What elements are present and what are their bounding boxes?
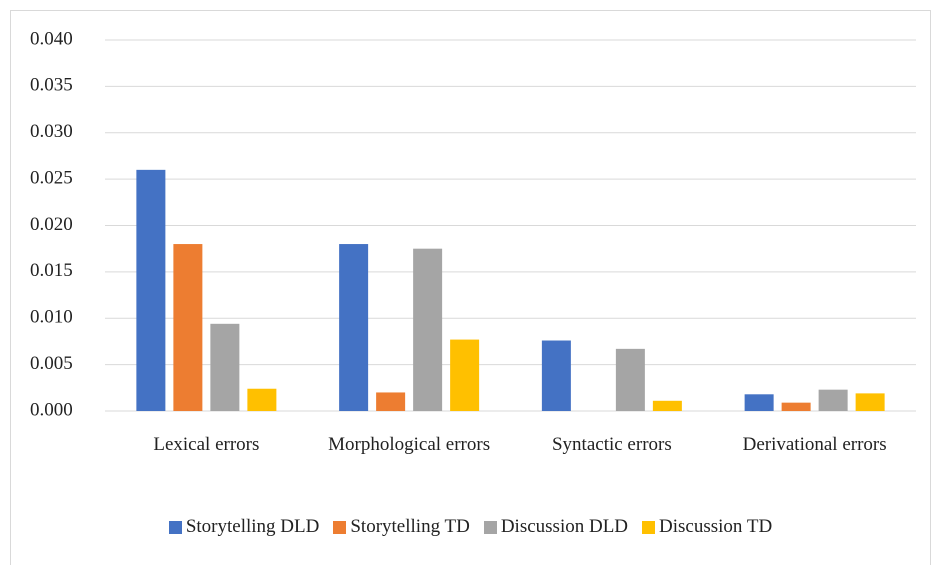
bar xyxy=(781,402,811,411)
bar xyxy=(615,348,645,411)
bar xyxy=(136,169,166,411)
legend-swatch xyxy=(642,520,656,534)
x-tick-label: Derivational errors xyxy=(742,434,887,455)
bar xyxy=(210,323,240,411)
legend-swatch xyxy=(333,520,347,534)
legend: Storytelling DLD Storytelling TD Discussio… xyxy=(0,516,941,538)
y-tick-label: 0.035 xyxy=(30,75,73,96)
bar xyxy=(652,400,682,411)
bar xyxy=(376,392,406,411)
legend-item: Discussion DLD xyxy=(483,516,629,538)
y-tick-label: 0.005 xyxy=(30,353,73,374)
bar xyxy=(818,389,848,411)
y-tick-label: 0.030 xyxy=(30,121,73,142)
x-tick-label: Syntactic errors xyxy=(551,434,672,455)
bar xyxy=(744,394,774,411)
legend-label: Storytelling DLD xyxy=(185,516,320,537)
legend-item: Discussion TD xyxy=(642,516,772,538)
chart-frame xyxy=(10,10,931,565)
bar xyxy=(173,244,203,411)
x-tick-label: Lexical errors xyxy=(153,434,260,455)
bar xyxy=(541,340,571,411)
bar xyxy=(339,244,369,411)
bar xyxy=(413,248,443,411)
bar xyxy=(450,339,480,411)
legend-label: Discussion TD xyxy=(659,516,773,537)
legend-swatch xyxy=(168,520,182,534)
y-tick-label: 0.010 xyxy=(30,307,73,328)
legend-swatch xyxy=(483,520,497,534)
legend-label: Storytelling TD xyxy=(350,516,470,537)
bar xyxy=(855,393,885,411)
y-tick-label: 0.000 xyxy=(30,399,73,420)
bar xyxy=(247,388,277,411)
y-tick-label: 0.025 xyxy=(30,167,73,188)
y-tick-label: 0.040 xyxy=(30,28,73,49)
x-tick-label: Morphological errors xyxy=(328,434,491,455)
legend-label: Discussion DLD xyxy=(500,516,629,537)
legend-item: Storytelling TD xyxy=(333,516,470,538)
y-tick-label: 0.020 xyxy=(30,214,73,235)
y-tick-label: 0.015 xyxy=(30,260,73,281)
legend-item: Storytelling DLD xyxy=(168,516,320,538)
